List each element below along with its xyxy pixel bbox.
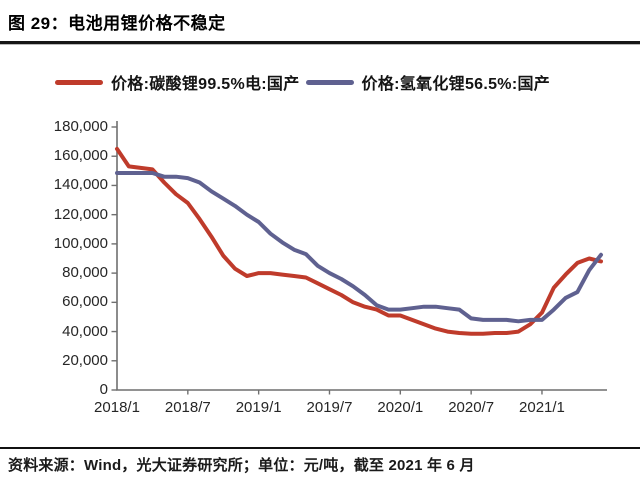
- x-tick-label: 2020/7: [448, 399, 495, 416]
- y-tick-label: 120,000: [53, 205, 108, 223]
- legend-label-hydroxide: 价格:氢氧化锂56.5%:国产: [361, 76, 551, 93]
- legend-item-carbonate: 价格:碳酸锂99.5%电:国产: [55, 70, 300, 94]
- footer-divider: [0, 447, 640, 449]
- x-tick-label: 2018/1: [94, 399, 140, 416]
- y-tick-label: 80,000: [62, 264, 108, 282]
- x-tick-label: 2019/7: [306, 399, 353, 416]
- series-line-hydroxide: [115, 171, 603, 324]
- x-tick-label: 2021/1: [519, 399, 565, 416]
- legend-label-carbonate: 价格:碳酸锂99.5%电:国产: [111, 76, 300, 93]
- y-tick-label: 180,000: [53, 118, 108, 135]
- legend-swatch-hydroxide: [305, 79, 354, 85]
- y-tick-label: 140,000: [53, 176, 108, 194]
- source-note: 资料来源：Wind，光大证券研究所；单位：元/吨，截至 2021 年 6 月: [8, 457, 475, 474]
- y-tick-label: 0: [99, 381, 108, 398]
- axes: [116, 121, 607, 391]
- series-line-carbonate: [115, 146, 603, 336]
- x-tick-label: 2020/1: [377, 399, 424, 416]
- legend-swatch-carbonate: [55, 79, 103, 85]
- y-tick-label: 60,000: [62, 293, 108, 311]
- y-tick-label: 40,000: [62, 322, 108, 340]
- legend-item-hydroxide: 价格:氢氧化锂56.5%:国产: [305, 70, 551, 94]
- y-tick-label: 20,000: [62, 351, 108, 369]
- figure-title: 图 29：电池用锂价格不稳定: [8, 14, 226, 33]
- x-tick-label: 2019/1: [235, 399, 282, 416]
- x-tick-label: 2018/7: [164, 399, 211, 416]
- chart-legend: 价格:碳酸锂99.5%电:国产 价格:氢氧化锂56.5%:国产: [55, 70, 551, 94]
- title-divider: [0, 41, 640, 45]
- y-tick-label: 160,000: [53, 147, 108, 165]
- y-tick-label: 100,000: [53, 234, 108, 252]
